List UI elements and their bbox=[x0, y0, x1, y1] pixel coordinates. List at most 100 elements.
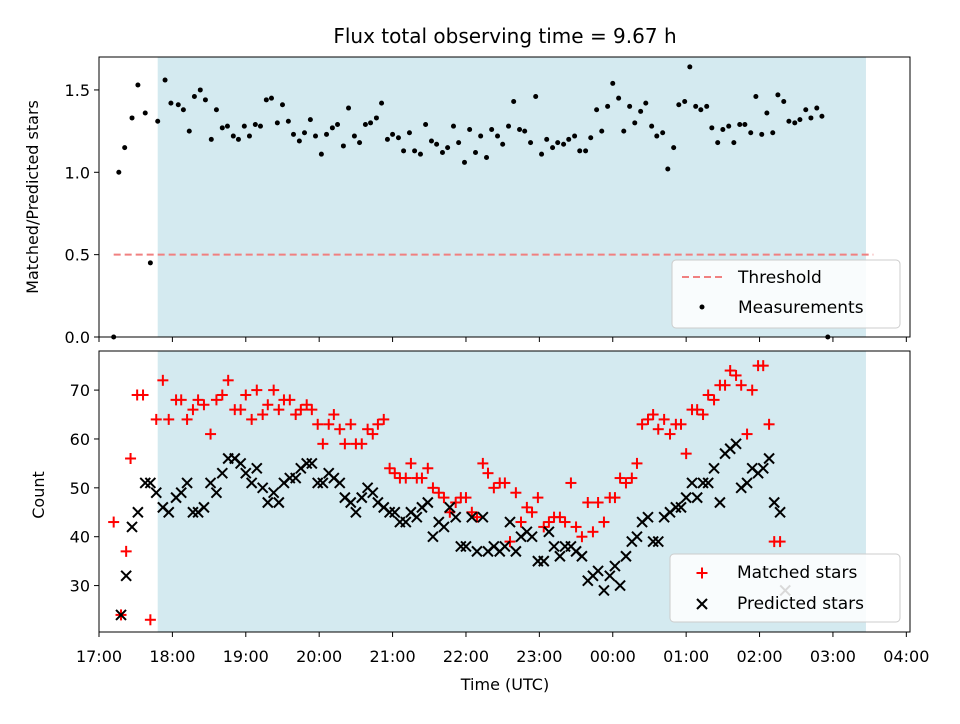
measurement-point bbox=[506, 123, 512, 129]
matched-star-point bbox=[582, 496, 594, 508]
measurement-point bbox=[230, 133, 236, 139]
matched-star-point bbox=[675, 418, 687, 430]
cross-stroke-b bbox=[157, 501, 169, 514]
matched-star-point bbox=[636, 418, 648, 430]
matched-star-point bbox=[334, 423, 346, 435]
cross-stroke-b bbox=[367, 487, 379, 499]
x-axis-label: Time (UTC) bbox=[460, 675, 549, 694]
matched-star-point bbox=[120, 545, 132, 557]
matched-star-point bbox=[631, 457, 643, 469]
matched-star-point bbox=[198, 399, 210, 411]
cross-stroke-b bbox=[768, 496, 780, 509]
measurement-point bbox=[213, 107, 219, 113]
measurement-point bbox=[621, 128, 627, 134]
y-tick-label: 70 bbox=[70, 381, 90, 400]
matched-star-point bbox=[570, 521, 582, 533]
matched-star-point bbox=[137, 389, 149, 401]
matched-star-point bbox=[735, 379, 747, 391]
matched-star-point bbox=[422, 462, 434, 474]
measurement-point bbox=[709, 125, 715, 131]
cross-stroke-b bbox=[708, 462, 720, 474]
cross-stroke-b bbox=[198, 501, 210, 514]
cross-stroke-b bbox=[730, 438, 742, 450]
predicted-star-point bbox=[538, 555, 550, 567]
measurement-point bbox=[235, 136, 241, 142]
cross-stroke-b bbox=[565, 540, 577, 553]
measurement-point bbox=[786, 118, 792, 124]
predicted-star-point bbox=[620, 550, 632, 562]
measurement-point bbox=[335, 122, 341, 128]
predicted-star-point bbox=[460, 540, 472, 553]
predicted-star-point bbox=[334, 477, 346, 489]
measurement-point bbox=[638, 108, 644, 114]
measurement-point bbox=[186, 128, 192, 134]
measurement-point bbox=[550, 145, 556, 151]
matched-star-point bbox=[108, 516, 120, 528]
x-tick-label: 21:00 bbox=[370, 647, 416, 666]
cross-stroke-b bbox=[741, 477, 753, 489]
measurement-point bbox=[671, 145, 677, 151]
cross-stroke-b bbox=[466, 511, 478, 523]
cross-stroke-b bbox=[422, 496, 434, 509]
measurement-point bbox=[528, 140, 534, 146]
predicted-star-point bbox=[187, 506, 199, 518]
measurement-point bbox=[500, 141, 506, 147]
predicted-star-point bbox=[702, 477, 714, 489]
predicted-star-point bbox=[477, 511, 489, 523]
cross-stroke-b bbox=[350, 506, 362, 518]
measurement-point bbox=[676, 102, 682, 108]
predicted-star-point bbox=[466, 511, 478, 523]
cross-stroke-b bbox=[647, 535, 659, 548]
matched-star-point bbox=[187, 404, 199, 416]
cross-stroke-b bbox=[273, 496, 285, 509]
measurement-point bbox=[417, 151, 423, 157]
cross-stroke-b bbox=[631, 530, 643, 543]
legend-matched-swatch bbox=[696, 567, 708, 579]
measurement-point bbox=[142, 110, 148, 116]
cross-stroke-b bbox=[652, 535, 664, 548]
predicted-star-point bbox=[204, 477, 217, 489]
measurement-point bbox=[329, 125, 335, 131]
measurement-point bbox=[649, 123, 655, 129]
matched-star-point bbox=[405, 457, 417, 469]
predicted-star-point bbox=[604, 570, 616, 582]
legend-matched-label: Matched stars bbox=[737, 563, 857, 583]
measurement-point bbox=[373, 115, 379, 121]
matched-star-point bbox=[697, 409, 709, 421]
top-y-axis-label: Matched/Predicted stars bbox=[23, 100, 42, 294]
measurement-point bbox=[792, 120, 798, 126]
predicted-star-point bbox=[400, 516, 412, 528]
cross-stroke-b bbox=[449, 511, 462, 523]
matched-star-point bbox=[460, 492, 472, 504]
measurement-point bbox=[489, 126, 495, 132]
predicted-star-point bbox=[510, 545, 522, 558]
cross-stroke-b bbox=[317, 477, 329, 489]
cross-stroke-b bbox=[256, 482, 269, 494]
bottom-legend: Matched stars Predicted stars bbox=[669, 553, 901, 623]
measurement-point bbox=[577, 148, 583, 154]
cross-stroke-b bbox=[204, 477, 217, 489]
matched-star-point bbox=[510, 487, 522, 499]
cross-stroke-b bbox=[378, 501, 390, 514]
predicted-star-point bbox=[389, 506, 401, 518]
predicted-star-point bbox=[345, 496, 357, 509]
cross-stroke-b bbox=[356, 491, 368, 504]
cross-stroke-b bbox=[675, 501, 687, 514]
measurement-point bbox=[208, 136, 214, 142]
cross-stroke-b bbox=[686, 477, 698, 489]
predicted-star-point bbox=[614, 579, 626, 592]
chart-title: Flux total observing time = 9.67 h bbox=[333, 24, 676, 48]
bottom-panel: 30 40 50 60 70 17:00 18:00 19:00 20:00 21:00 22:0… bbox=[29, 350, 929, 694]
predicted-star-point bbox=[367, 487, 379, 499]
measurement-point bbox=[285, 118, 291, 124]
x-tick-label: 18:00 bbox=[149, 647, 195, 666]
measurement-point bbox=[162, 77, 168, 83]
predicted-star-point bbox=[455, 540, 467, 553]
cross-stroke-b bbox=[126, 521, 138, 533]
matched-star-point bbox=[235, 404, 247, 416]
cross-stroke-b bbox=[438, 521, 450, 533]
predicted-star-point bbox=[526, 530, 538, 543]
measurement-point bbox=[252, 122, 258, 128]
predicted-star-point bbox=[245, 477, 258, 489]
matched-star-point bbox=[532, 492, 544, 504]
